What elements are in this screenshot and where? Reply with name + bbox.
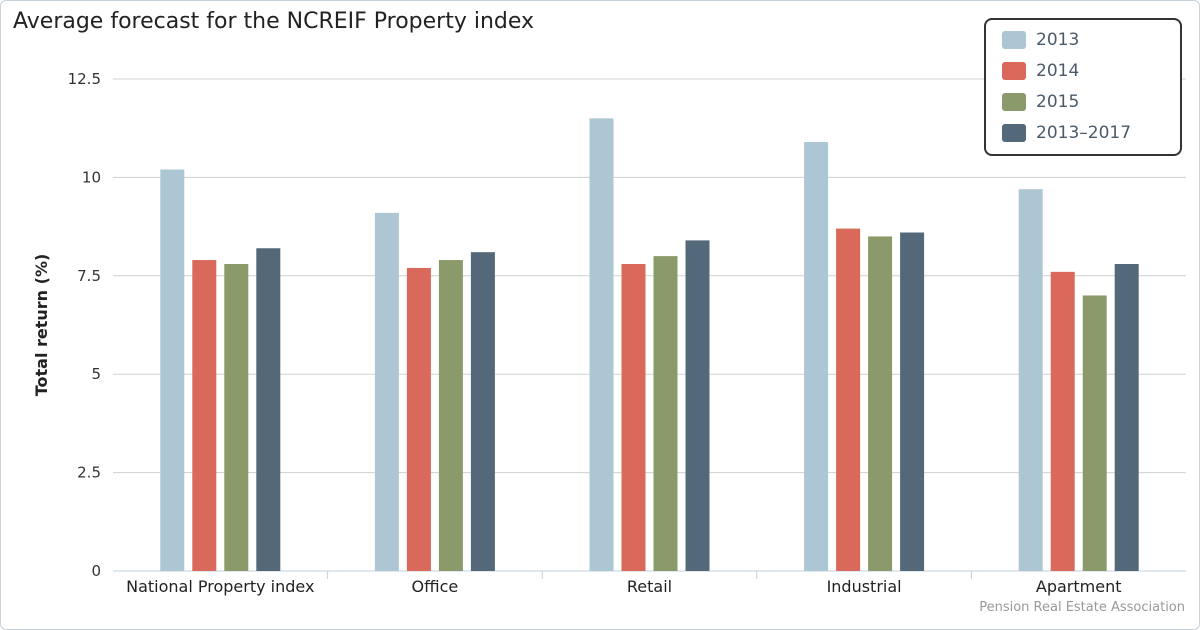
bar-2015-retail [653, 256, 678, 571]
x-tick-label: Retail [627, 577, 672, 596]
bar-2015-national-property-index [224, 263, 249, 571]
y-tick-label: 7.5 [77, 267, 101, 285]
x-tick-label: Apartment [1036, 577, 1122, 596]
legend-item[interactable]: 2013–2017 [1002, 123, 1131, 143]
bar-2013-apartment [1018, 189, 1043, 571]
bar-2015-apartment [1082, 295, 1107, 571]
legend-item[interactable]: 2013 [1002, 30, 1079, 50]
chart-title: Average forecast for the NCREIF Property… [13, 9, 535, 34]
legend-label: 2015 [1036, 92, 1080, 112]
bar-2014-industrial [836, 228, 861, 571]
legend-label: 2013–2017 [1036, 123, 1132, 143]
bar-2013-industrial [804, 141, 829, 571]
legend-item[interactable]: 2015 [1002, 92, 1079, 112]
bar-2014-retail [621, 263, 646, 571]
bar-2015-office [438, 260, 463, 571]
bar-2013-2017-industrial [900, 232, 925, 571]
legend: 2013 2014 2015 2013–2017 [984, 18, 1182, 156]
x-tick-label: Office [412, 577, 459, 596]
y-tick-label: 10 [82, 168, 101, 186]
y-tick-label: 5 [91, 365, 101, 383]
bar-2013-retail [589, 118, 614, 572]
legend-swatch [1002, 31, 1026, 49]
bar-2015-industrial [868, 236, 893, 571]
bar-2013-2017-retail [685, 240, 710, 571]
bar-2013-2017-apartment [1114, 263, 1139, 571]
bar-2014-national-property-index [192, 260, 217, 571]
y-axis-label: Total return (%) [32, 254, 51, 397]
legend-swatch [1002, 93, 1026, 111]
y-tick-label: 0 [91, 562, 101, 580]
x-tick-label: Industrial [827, 577, 902, 596]
legend-label: 2014 [1036, 61, 1080, 81]
bar-2013-national-property-index [160, 169, 185, 571]
bar-2013-office [374, 212, 399, 571]
x-tick-label: National Property index [126, 577, 314, 596]
bar-2014-apartment [1050, 271, 1075, 571]
bar-2013-2017-national-property-index [256, 248, 281, 572]
bar-2014-office [406, 267, 431, 571]
legend-swatch [1002, 62, 1026, 80]
legend-swatch [1002, 124, 1026, 142]
legend-item[interactable]: 2014 [1002, 61, 1079, 81]
legend-label: 2013 [1036, 30, 1080, 50]
y-tick-label: 2.5 [77, 464, 101, 482]
y-tick-label: 12.5 [68, 70, 101, 88]
bar-2013-2017-office [470, 252, 495, 571]
credit: Pension Real Estate Association [979, 600, 1185, 615]
